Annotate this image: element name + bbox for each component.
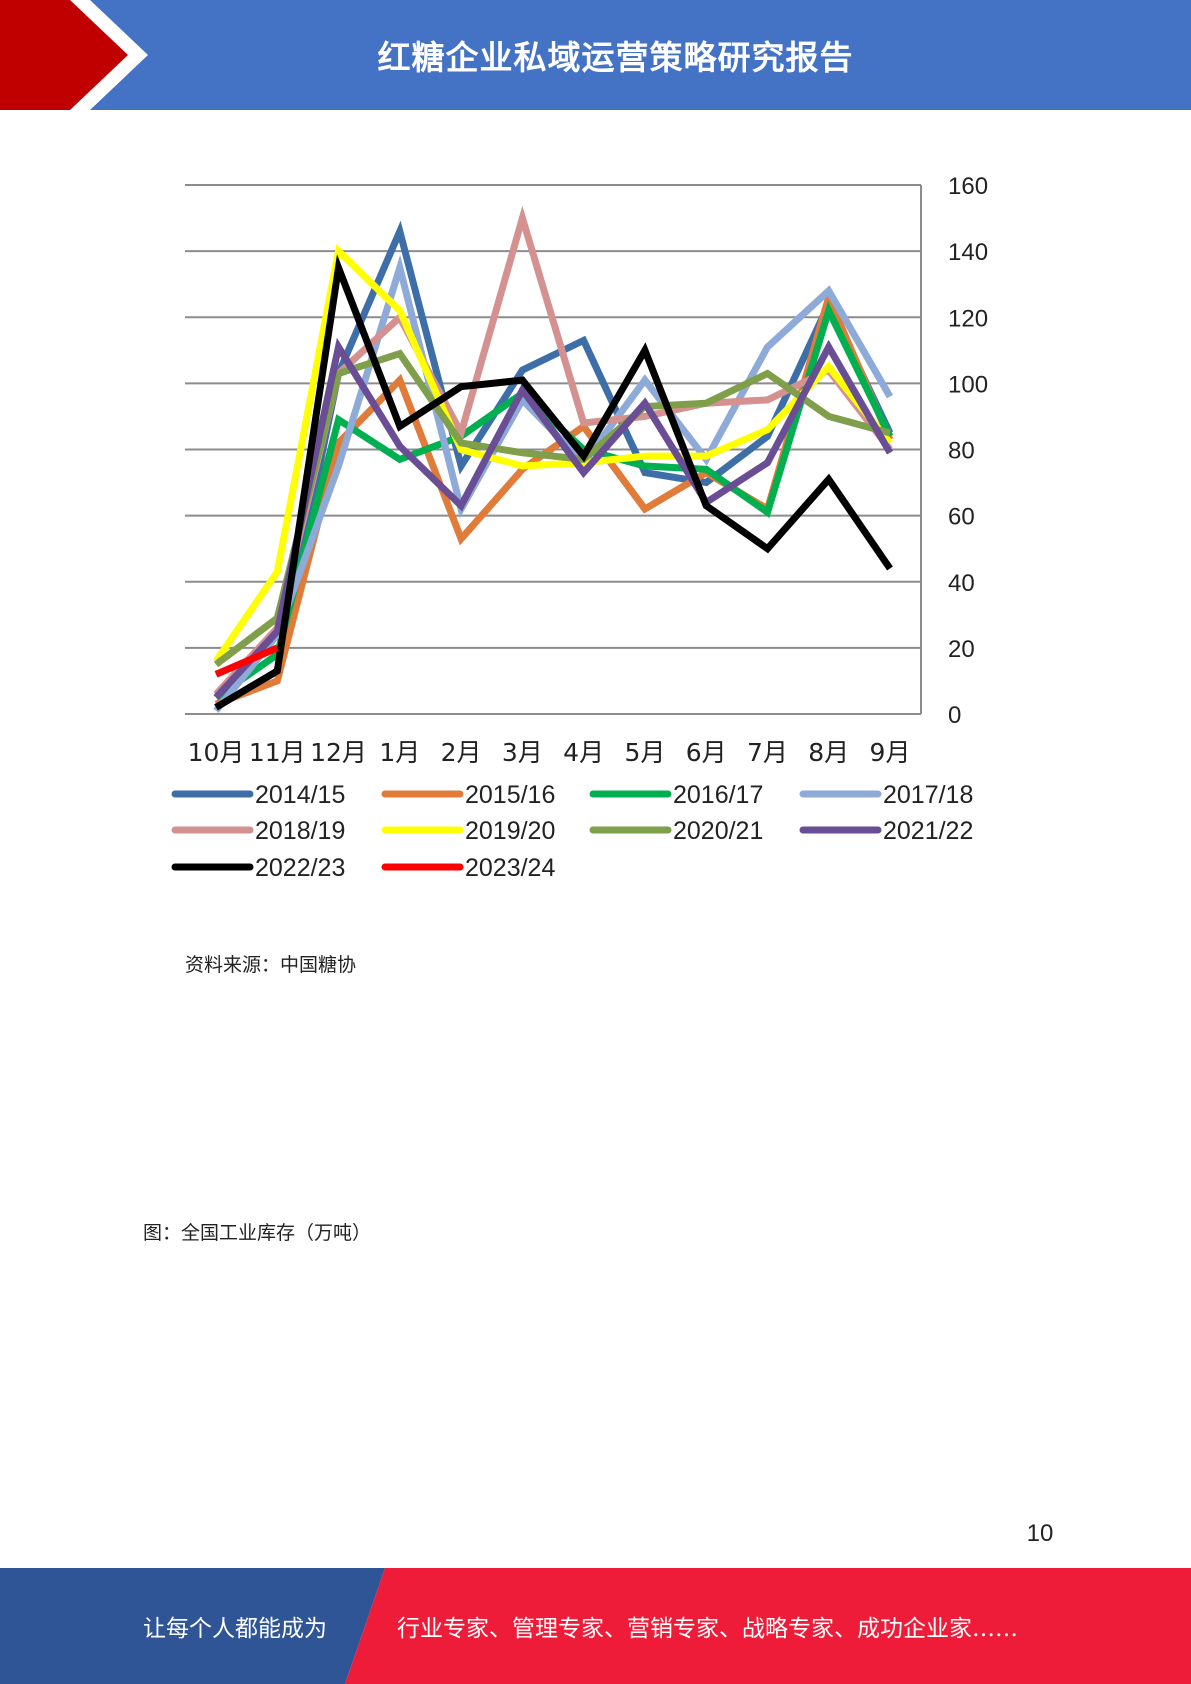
chart-svg: 0 20 40 60 80 100 120 140 160 10月 11月 12月 1月 2月 3月 4月 5月… xyxy=(171,173,988,882)
legend-label: 2016/17 xyxy=(673,781,763,809)
y-tick-label: 120 xyxy=(948,305,988,332)
report-title: 红糖企业私域运营策略研究报告 xyxy=(377,38,854,77)
series-line-2023-24 xyxy=(214,644,279,678)
legend-label: 2023/24 xyxy=(465,854,555,882)
x-tick-label: 6月 xyxy=(686,738,727,767)
series-line-2022-23 xyxy=(214,254,893,711)
y-tick-label: 140 xyxy=(948,239,988,266)
x-tick-label: 7月 xyxy=(747,738,788,767)
legend-label: 2014/15 xyxy=(255,781,345,809)
header-arrow-icon xyxy=(0,0,148,110)
x-tick-label: 10月 xyxy=(188,738,245,767)
report-header: 红糖企业私域运营策略研究报告 xyxy=(0,0,1191,110)
legend-label: 2022/23 xyxy=(255,854,345,882)
legend-label: 2015/16 xyxy=(465,781,555,809)
inventory-line-chart: 0 20 40 60 80 100 120 140 160 10月 11月 12月 1月 2月 3月 4月 5月… xyxy=(0,160,1191,900)
y-tick-label: 160 xyxy=(948,173,988,200)
figure-caption: 图：全国工业库存（万吨） xyxy=(143,1222,372,1244)
legend-label: 2020/21 xyxy=(673,817,763,845)
y-tick-label: 20 xyxy=(948,636,975,663)
series-line-2020-21 xyxy=(213,349,891,668)
x-tick-label: 9月 xyxy=(870,738,911,767)
footer-slogan-left: 让每个人都能成为 xyxy=(143,1616,327,1642)
footer-slogan-right: 行业专家、管理专家、营销专家、战略专家、成功企业家…… xyxy=(397,1616,1018,1642)
x-tick-label: 8月 xyxy=(808,738,849,767)
x-tick-label: 4月 xyxy=(563,738,604,767)
x-tick-label: 11月 xyxy=(249,738,306,767)
page-number: 10 xyxy=(1026,1520,1054,1547)
y-tick-label: 60 xyxy=(948,504,975,531)
x-tick-label: 2月 xyxy=(441,738,482,767)
legend-label: 2018/19 xyxy=(255,817,345,845)
y-tick-label: 80 xyxy=(948,438,975,465)
y-tick-label: 0 xyxy=(948,702,961,729)
x-tick-label: 12月 xyxy=(310,738,367,767)
legend-label: 2021/22 xyxy=(883,817,973,845)
x-tick-label: 1月 xyxy=(379,738,420,767)
series-line-2021-22 xyxy=(213,337,894,700)
legend-label: 2017/18 xyxy=(883,781,973,809)
x-tick-label: 3月 xyxy=(502,738,543,767)
footer-background xyxy=(0,1568,1191,1684)
y-tick-label: 100 xyxy=(948,371,988,398)
legend-label: 2019/20 xyxy=(465,817,555,845)
footer-banner: 让每个人都能成为 行业专家、管理专家、营销专家、战略专家、成功企业家…… xyxy=(0,1568,1191,1684)
series-line-2019-20 xyxy=(213,244,893,664)
y-tick-label: 40 xyxy=(948,570,975,597)
source-note: 资料来源：中国糖协 xyxy=(185,954,357,976)
x-tick-label: 5月 xyxy=(624,738,665,767)
